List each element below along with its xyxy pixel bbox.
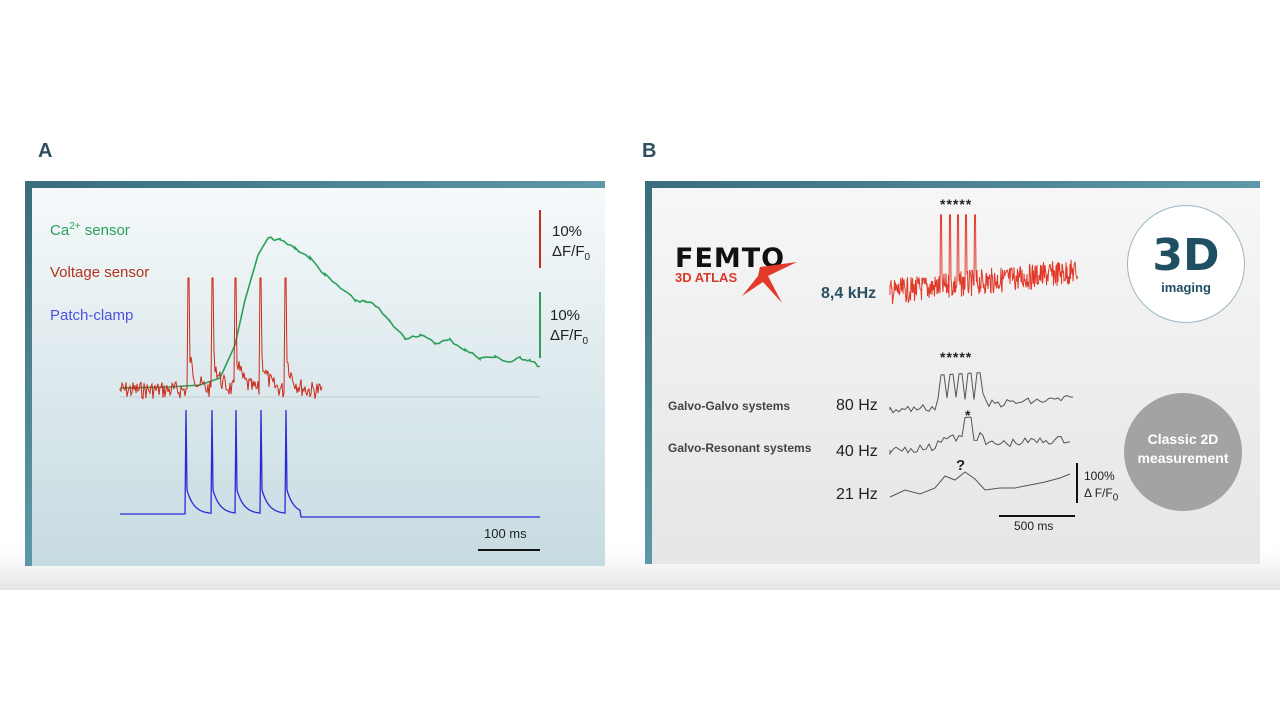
freq-21-hz: 21 Hz [836, 486, 878, 503]
badge-imaging-text: imaging [1161, 280, 1211, 295]
femto-star-icon [742, 262, 797, 303]
stars-top: ***** [940, 196, 973, 212]
badge-2d-line1: Classic 2D [1147, 431, 1219, 447]
question-mark: ? [956, 457, 966, 474]
atlas-product: 3D ATLAS [675, 270, 738, 285]
stars-mid: ***** [940, 349, 973, 365]
row-galvo-galvo: Galvo-Galvo systems [668, 399, 791, 413]
voltage-sensor-trace [119, 277, 323, 400]
panel-b-left-border [645, 181, 652, 564]
badge-3d-text: 3D [1152, 230, 1220, 281]
panel-a-left-border [25, 181, 32, 566]
time-bar-label-b: 500 ms [1014, 519, 1054, 533]
legend-patch-clamp: Patch-clamp [50, 307, 134, 324]
panel-a [25, 181, 605, 566]
trace-8-4-khz [889, 214, 1079, 305]
panel-b-label: B [642, 140, 657, 162]
red-scale-label: 10% ΔF/F0 [552, 223, 591, 263]
trace-40-hz [889, 416, 1071, 456]
trace-80-hz [889, 372, 1074, 414]
time-bar-label-a: 100 ms [484, 526, 527, 541]
freq-40-hz: 40 Hz [836, 443, 878, 460]
green-scale-label: 10% ΔF/F0 [550, 307, 589, 347]
patch-clamp-trace [120, 409, 540, 518]
badge-classic-2d: Classic 2D measurement [1124, 393, 1242, 511]
badge-2d-line2: measurement [1137, 450, 1229, 466]
star-single: * [965, 407, 971, 423]
legend-ca-sensor: Ca2+ sensor [50, 221, 130, 239]
legend-voltage-sensor: Voltage sensor [50, 264, 150, 281]
row-galvo-resonant: Galvo-Resonant systems [668, 441, 812, 455]
amp-scale-label-b: 100% Δ F/F0 [1084, 469, 1119, 504]
panel-a-label: A [38, 140, 53, 162]
panel-a-top-border [25, 181, 605, 188]
ca-sensor-trace [119, 236, 541, 389]
panel-b-top-border [645, 181, 1260, 188]
freq-8-4-khz: 8,4 kHz [821, 285, 877, 302]
freq-80-hz: 80 Hz [836, 397, 878, 414]
trace-21-hz [889, 471, 1071, 498]
badge-3d-imaging: 3D imaging [1127, 205, 1245, 323]
